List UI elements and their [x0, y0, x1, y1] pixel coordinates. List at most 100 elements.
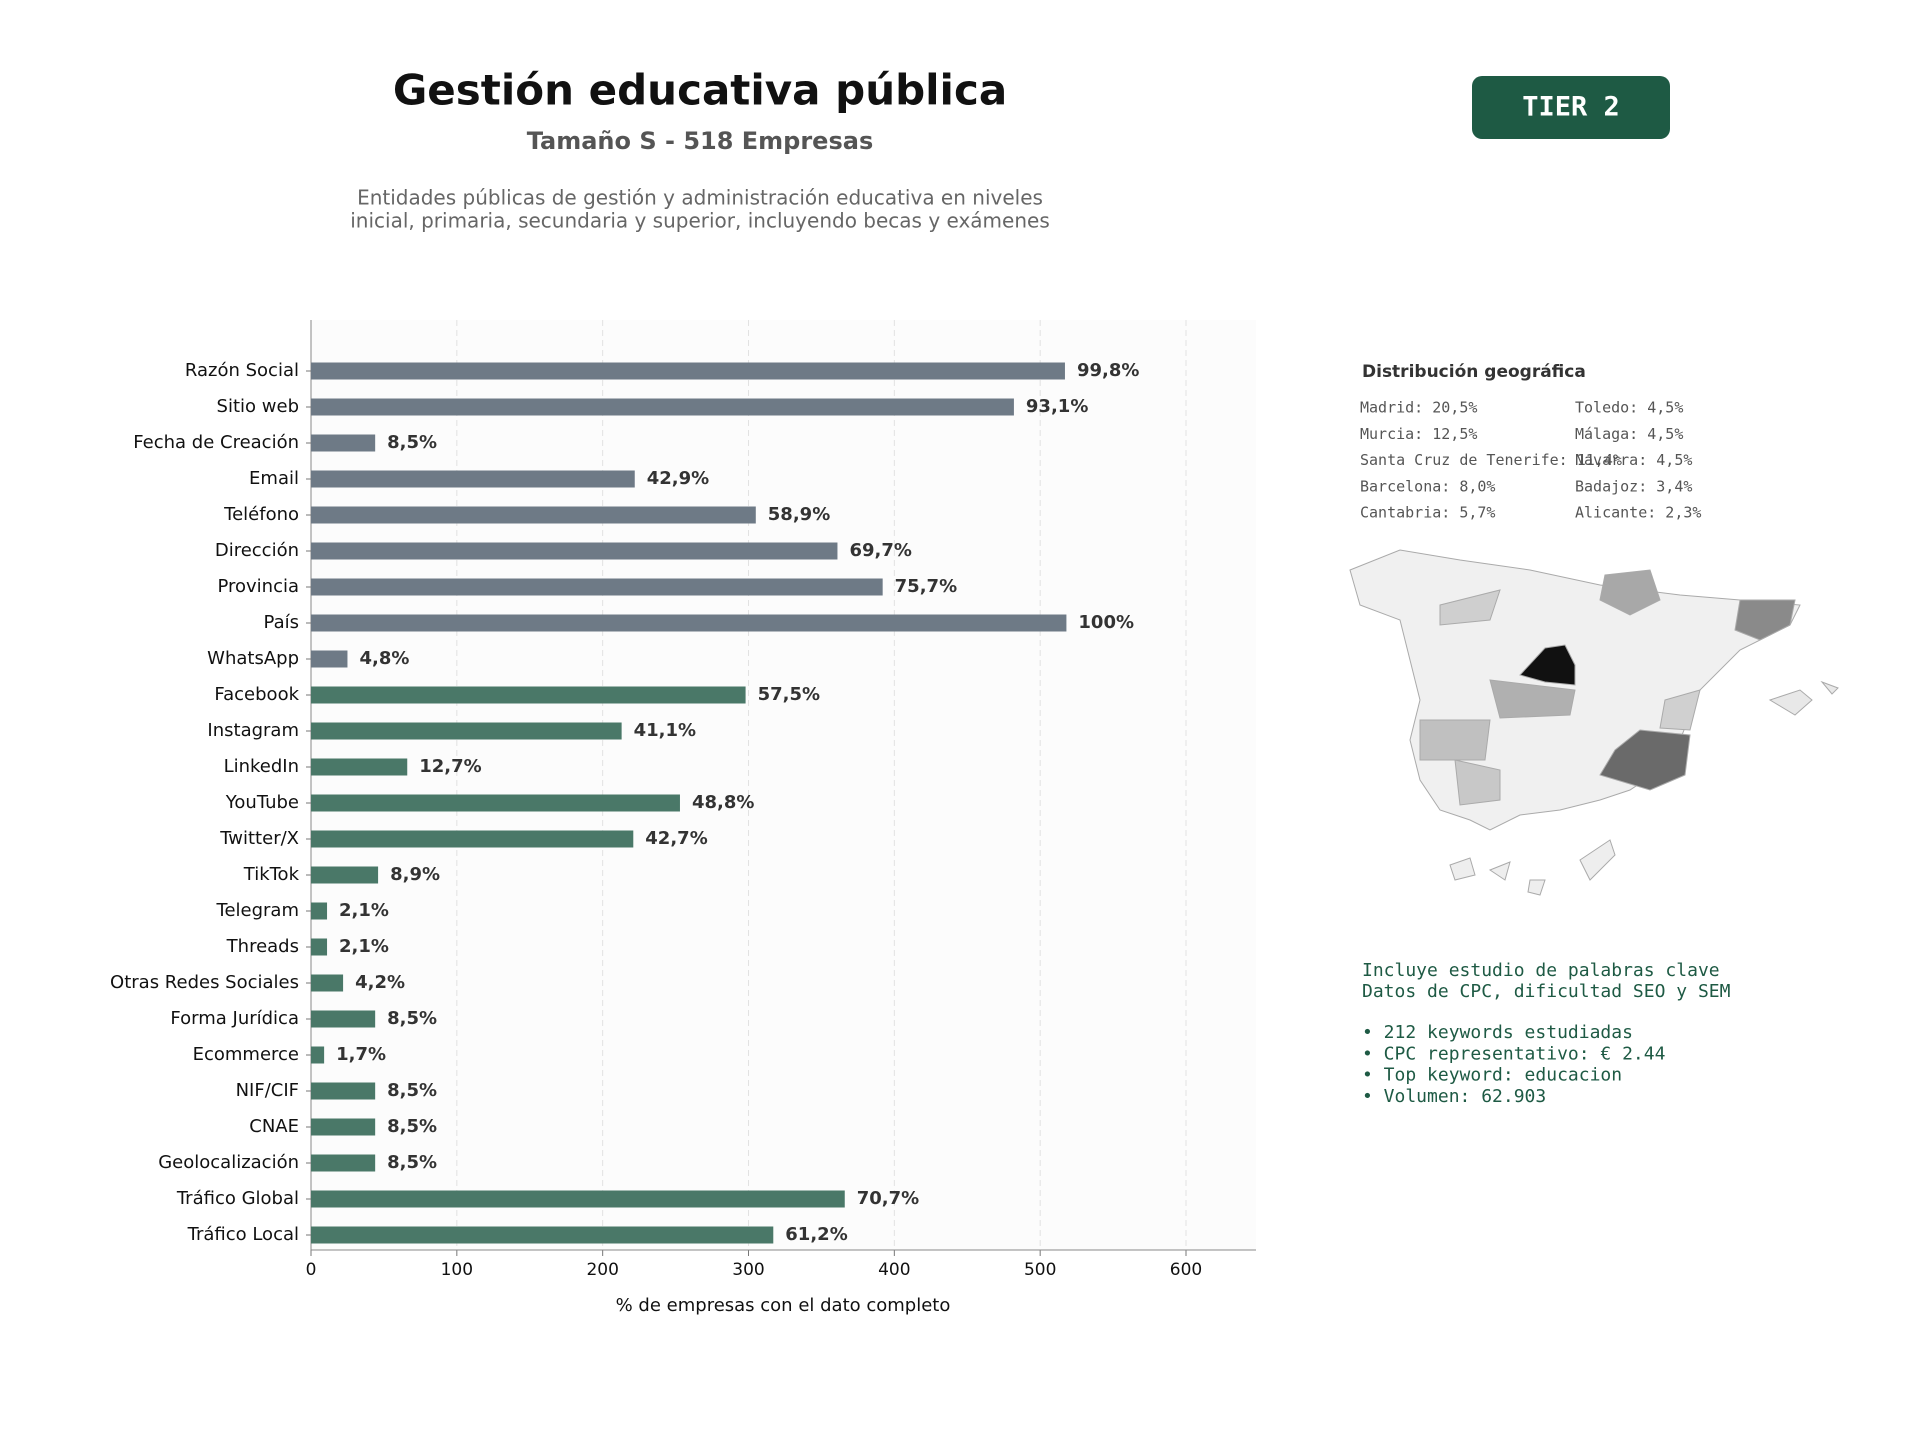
x-tick-label: 600 [1170, 1260, 1202, 1280]
data-label: 8,5% [387, 1116, 437, 1137]
y-tick-label: LinkedIn [224, 756, 299, 777]
y-tick-label: Geolocalización [158, 1152, 299, 1173]
map [1349, 549, 1839, 896]
data-label: 58,9% [768, 504, 830, 525]
tier-text: TIER 2 [1522, 92, 1620, 123]
geo-entry: Alicante: 2,3% [1575, 504, 1701, 522]
bar [311, 1082, 376, 1100]
bar [311, 434, 376, 452]
data-label: 93,1% [1026, 396, 1088, 417]
data-label: 2,1% [339, 936, 389, 957]
bar [311, 614, 1067, 632]
bar [311, 1118, 376, 1136]
y-tick-label: Provincia [217, 576, 299, 597]
data-label: 100% [1078, 612, 1134, 633]
geo-entry: Cantabria: 5,7% [1360, 504, 1495, 522]
y-tick-label: WhatsApp [207, 648, 299, 669]
x-tick-label: 0 [306, 1260, 317, 1280]
data-label: 69,7% [849, 540, 911, 561]
geo-entry: Santa Cruz de Tenerife: 11,4% [1360, 451, 1622, 469]
x-tick-label: 400 [878, 1260, 910, 1280]
data-label: 70,7% [857, 1188, 919, 1209]
geo-title: Distribución geográfica [1362, 362, 1586, 382]
bar [311, 1226, 774, 1244]
data-label: 42,9% [647, 468, 709, 489]
y-tick-label: Threads [226, 936, 299, 957]
description: Entidades públicas de gestión y administ… [357, 186, 1043, 210]
geo-entry: Navarra: 4,5% [1575, 451, 1692, 469]
y-tick-label: Email [249, 468, 299, 489]
bar [311, 830, 634, 848]
bar [311, 1046, 325, 1064]
data-label: 4,2% [355, 972, 405, 993]
data-label: 8,5% [387, 432, 437, 453]
y-tick-label: Facebook [214, 684, 299, 705]
data-label: 8,5% [387, 1152, 437, 1173]
bar [311, 650, 348, 668]
y-tick-label: Forma Jurídica [170, 1008, 299, 1029]
tier-badge [1472, 76, 1670, 139]
data-label: 8,5% [387, 1080, 437, 1101]
data-label: 8,9% [390, 864, 440, 885]
y-tick-label: Tráfico Local [187, 1224, 299, 1245]
data-label: 42,7% [645, 828, 707, 849]
bar [311, 722, 622, 740]
bar [311, 938, 328, 956]
y-tick-label: Instagram [207, 720, 299, 741]
keyword-line: Incluye estudio de palabras clave [1362, 960, 1720, 981]
x-tick-label: 100 [441, 1260, 473, 1280]
bar [311, 1154, 376, 1172]
subtitle: Tamaño S - 518 Empresas [527, 127, 873, 155]
y-tick-label: Teléfono [223, 504, 299, 525]
geo-entry: Toledo: 4,5% [1575, 399, 1683, 417]
y-tick-label: Razón Social [185, 360, 299, 381]
data-label: 61,2% [785, 1224, 847, 1245]
data-label: 2,1% [339, 900, 389, 921]
bar [311, 398, 1014, 416]
y-tick-label: País [264, 612, 299, 633]
y-tick-label: YouTube [225, 792, 299, 813]
geo-entry: Murcia: 12,5% [1360, 425, 1477, 443]
bar [311, 1010, 376, 1028]
bar [311, 1190, 845, 1208]
x-tick-label: 200 [586, 1260, 618, 1280]
bar [311, 506, 756, 524]
bar [311, 794, 680, 812]
data-label: 41,1% [634, 720, 696, 741]
bar [311, 974, 344, 992]
y-tick-label: NIF/CIF [236, 1080, 299, 1101]
plot-area [311, 320, 1256, 1250]
keyword-bullet: • Volumen: 62.903 [1362, 1086, 1546, 1107]
keyword-bullet: • Top keyword: educacion [1362, 1065, 1622, 1086]
data-label: 1,7% [336, 1044, 386, 1065]
keyword-bullet: • CPC representativo: € 2.44 [1362, 1043, 1665, 1064]
y-tick-label: Dirección [215, 540, 299, 561]
bar [311, 686, 746, 704]
y-tick-label: CNAE [249, 1116, 299, 1137]
bar [311, 578, 883, 596]
x-tick-label: 500 [1024, 1260, 1056, 1280]
data-label: 4,8% [359, 648, 409, 669]
data-label: 99,8% [1077, 360, 1139, 381]
data-label: 8,5% [387, 1008, 437, 1029]
y-tick-label: Twitter/X [219, 828, 299, 849]
data-label: 12,7% [419, 756, 481, 777]
data-label: 57,5% [758, 684, 820, 705]
keyword-line: Datos de CPC, dificultad SEO y SEM [1362, 981, 1731, 1002]
geo-entry: Madrid: 20,5% [1360, 399, 1477, 417]
data-label: 75,7% [895, 576, 957, 597]
bar [311, 542, 838, 560]
geo-entry: Barcelona: 8,0% [1360, 477, 1495, 495]
y-tick-label: Fecha de Creación [133, 432, 299, 453]
bar [311, 866, 379, 884]
y-tick-label: Otras Redes Sociales [110, 972, 299, 993]
y-tick-label: Telegram [216, 900, 299, 921]
data-label: 48,8% [692, 792, 754, 813]
description: inicial, primaria, secundaria y superior… [350, 209, 1050, 233]
y-tick-label: TikTok [243, 864, 300, 885]
y-tick-label: Tráfico Global [176, 1188, 299, 1209]
geo-entry: Badajoz: 3,4% [1575, 477, 1692, 495]
y-tick-label: Ecommerce [193, 1044, 299, 1065]
